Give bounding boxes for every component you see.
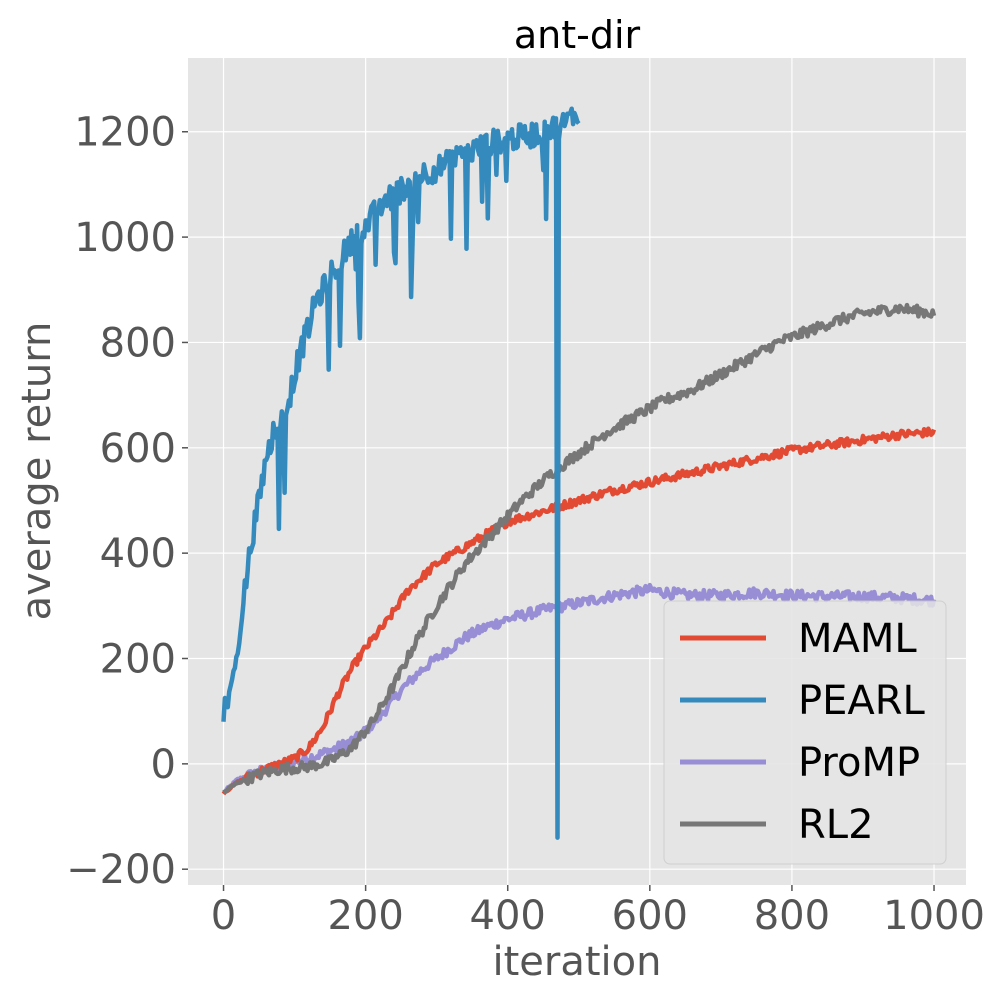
legend-items: MAML PEARL ProMP RL2 [680, 616, 926, 848]
y-axis: −200 0 200 400 600 800 1000 1200 [66, 110, 188, 893]
x-tick-label: 1000 [883, 893, 985, 939]
chart-title: ant-dir [514, 13, 641, 57]
legend-label-promp: ProMP [798, 740, 920, 786]
y-tick-label: 400 [100, 531, 176, 577]
y-tick-label: 200 [100, 636, 176, 682]
series-line-pearl [221, 106, 581, 840]
x-tick-label: 600 [612, 893, 688, 939]
x-tick-label: 400 [470, 893, 546, 939]
legend-box [663, 600, 947, 865]
x-tick-label: 0 [211, 893, 236, 939]
legend-label-rl2: RL2 [798, 802, 874, 848]
y-tick-label: 600 [100, 426, 176, 472]
y-axis-title: average return [14, 322, 60, 621]
y-tick-label: 1200 [74, 110, 176, 156]
series-line-promp [222, 582, 937, 795]
y-tick-label: 800 [100, 320, 176, 366]
x-axis-title: iteration [493, 939, 662, 985]
y-tick-label: 0 [151, 742, 176, 788]
x-tick-label: 800 [754, 893, 830, 939]
legend-label-maml: MAML [798, 616, 917, 662]
x-tick-label: 200 [327, 893, 403, 939]
series-line-rl2 [222, 302, 937, 795]
legend-label-pearl: PEARL [798, 678, 926, 724]
legend: MAML PEARL ProMP RL2 [663, 600, 947, 865]
y-tick-label: 1000 [74, 215, 176, 261]
x-axis: 0 200 400 600 800 1000 [211, 885, 985, 939]
y-tick-label: −200 [66, 847, 176, 893]
series-line-maml [221, 426, 937, 796]
series-layer [221, 106, 937, 840]
